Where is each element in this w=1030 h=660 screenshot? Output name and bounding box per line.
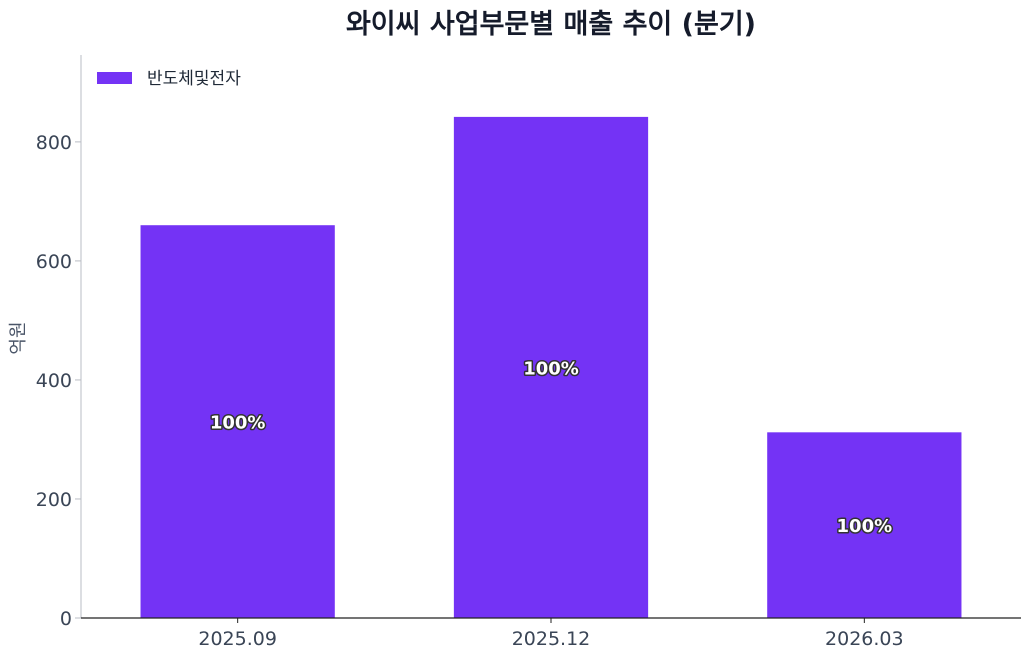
chart-title: 와이씨 사업부문별 매출 추이 (분기) [346, 9, 756, 40]
x-tick-label: 2026.03 [825, 628, 904, 650]
bar [767, 432, 962, 618]
bar [140, 225, 335, 619]
x-tick-label: 2025.12 [512, 628, 591, 650]
y-axis-label: 억원 [8, 321, 29, 354]
legend: 반도체및전자 [97, 69, 241, 89]
bars [140, 116, 962, 619]
legend-label: 반도체및전자 [147, 69, 241, 89]
legend-swatch [97, 72, 132, 84]
y-tick-label: 0 [60, 608, 72, 630]
y-axis-ticks: 0 200 400 600 800 [36, 132, 81, 630]
bar-data-label: 100% [523, 358, 579, 379]
bar-data-label: 100% [210, 413, 266, 434]
y-tick-label: 400 [36, 370, 72, 392]
x-axis-ticks: 2025.09 2025.12 2026.03 [198, 618, 904, 650]
bar-data-label: 100% [837, 516, 893, 537]
bar [453, 116, 649, 619]
y-tick-label: 600 [36, 251, 72, 273]
y-tick-label: 200 [36, 489, 72, 511]
y-tick-label: 800 [36, 132, 72, 154]
x-tick-label: 2025.09 [198, 628, 277, 650]
data-labels: 100% 100% 100% [208, 357, 893, 539]
